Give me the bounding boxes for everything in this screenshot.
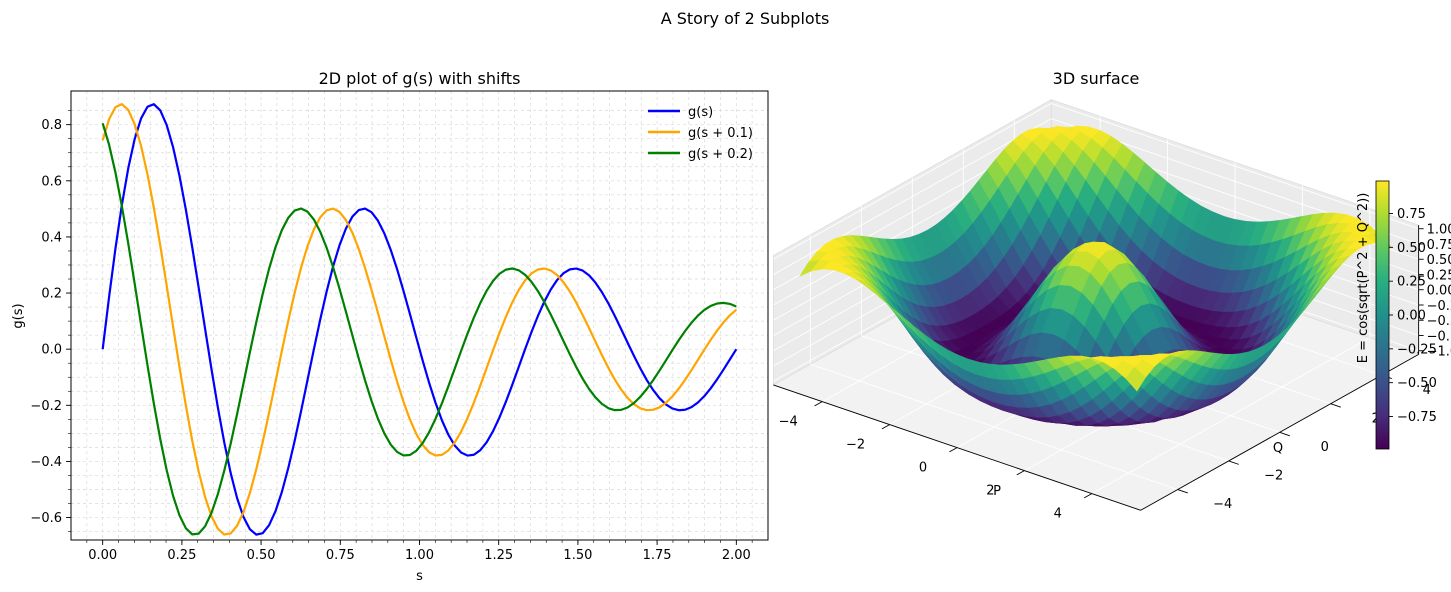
y-tick-label: 4 (1423, 383, 1431, 398)
z-tick-label: −0.25 (1427, 299, 1451, 314)
y-axis-label: g(s) (11, 303, 26, 328)
x-tick-label: 0.75 (326, 548, 355, 563)
surface-mesh (799, 125, 1393, 427)
colorbar-tick-label: 0.50 (1397, 241, 1426, 256)
y-tick-label: −4 (1213, 497, 1232, 512)
y-tick-label: 0.6 (41, 174, 62, 189)
surface-facet (1125, 366, 1146, 392)
y-tick-label: −0.2 (30, 399, 62, 414)
colorbar-tick-label: 0.25 (1397, 275, 1426, 290)
x-axis-ticks: 0.00 0.25 0.50 0.75 1.00 1.25 1.50 1.75 2.00 (86, 540, 753, 563)
colorbar-tick-label: −0.75 (1397, 410, 1437, 425)
series-line (101, 122, 737, 536)
x-tick (1083, 493, 1093, 499)
x-tick-label: 2.00 (722, 548, 751, 563)
series-line (101, 103, 738, 536)
y-axis-label: Q (1273, 441, 1283, 456)
colorbar-tick-label: 0.00 (1397, 309, 1426, 324)
grid (71, 91, 768, 540)
x-tick-label: 1.25 (484, 548, 513, 563)
colorbar-tick-label: −0.50 (1397, 376, 1437, 391)
left-grid-line (773, 118, 1052, 275)
y-axis-ticks: −0.6 −0.4 −0.2 0.0 0.2 0.4 0.6 0.8 (30, 110, 71, 532)
chart-title: 2D plot of g(s) with shifts (319, 69, 521, 88)
x-tick-label: 4 (1054, 506, 1062, 521)
z-tick-label: 0.00 (1427, 284, 1451, 299)
y-tick (1330, 403, 1341, 408)
x-tick-label: 0.00 (88, 548, 117, 563)
x-tick (949, 447, 958, 453)
y-tick-label: 0 (1321, 440, 1329, 455)
x-tick (814, 401, 823, 407)
z-tick-label: 0.75 (1427, 238, 1451, 253)
series-line (101, 102, 738, 536)
line-chart: 2D plot of g(s) with shifts 0.00 0.25 0.50… (11, 69, 769, 584)
y-tick-label: −0.6 (30, 511, 62, 526)
y-tick (1279, 431, 1290, 437)
x-tick-label: −2 (846, 437, 865, 452)
left-grid-line (773, 102, 1052, 260)
legend-label: g(s + 0.2) (688, 147, 753, 162)
series-lines (101, 102, 738, 536)
colorbar-tick-label: 0.75 (1397, 207, 1426, 222)
figure-title: A Story of 2 Subplots (661, 9, 830, 28)
z-tick-label: 1.00 (1427, 223, 1451, 238)
y-tick-label: 0.2 (41, 287, 62, 302)
x-tick-label: 0.25 (167, 548, 196, 563)
z-tick-label: −0.50 (1427, 314, 1451, 329)
x-tick-label: 0.50 (247, 548, 276, 563)
colorbar (1375, 180, 1390, 450)
x-axis-label: s (416, 569, 423, 584)
surface-chart: 3D surface −4−2024−4−2024−1.00−0.75−0.50… (772, 69, 1451, 521)
x-tick-label: −4 (779, 414, 798, 429)
colorbar-ticks: −0.75 −0.50 −0.25 0.00 0.25 0.50 0.75 (1389, 207, 1437, 425)
z-tick-label: 0.25 (1427, 268, 1451, 283)
x-tick-label: 0 (919, 460, 927, 475)
y-tick-label: 0.4 (41, 230, 62, 245)
z-axis-label: E = cos(sqrt(P^2 + Q^2)) (1356, 193, 1371, 364)
y-tick-label: 0.0 (41, 343, 62, 358)
back-grid-line (1051, 102, 1419, 230)
floor-grid-line (1091, 337, 1370, 494)
x-axis-label: P (993, 484, 1001, 499)
x-tick (1016, 470, 1025, 476)
y-tick-label: −2 (1264, 469, 1283, 484)
colorbar-tick-label: −0.25 (1397, 342, 1437, 357)
z-tick-label: −0.75 (1427, 329, 1451, 344)
z-tick-label: 0.50 (1427, 253, 1451, 268)
z-tick-label: −1.00 (1427, 345, 1451, 360)
x-tick-label: 1.75 (643, 548, 672, 563)
chart-title: 3D surface (1053, 69, 1140, 88)
x-tick (881, 424, 890, 430)
y-tick (1177, 489, 1188, 494)
y-tick-label: 0.8 (41, 118, 62, 133)
x-tick-label: 2 (986, 483, 994, 498)
legend-label: g(s) (688, 105, 713, 120)
x-tick-label: 1.00 (405, 548, 434, 563)
legend: g(s) g(s + 0.1) g(s + 0.2) (648, 105, 753, 162)
y-tick-label: −0.4 (30, 455, 62, 470)
x-tick-label: 1.50 (563, 548, 592, 563)
y-tick (1228, 460, 1239, 465)
legend-label: g(s + 0.1) (688, 126, 753, 141)
